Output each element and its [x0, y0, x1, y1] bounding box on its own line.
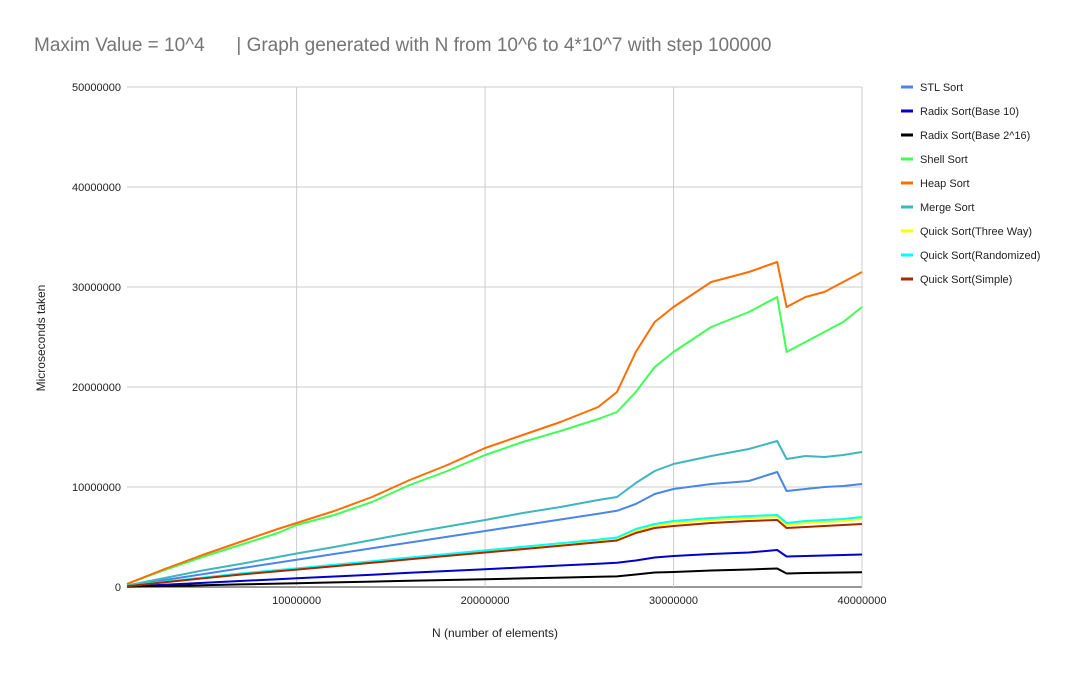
legend-label: Radix Sort(Base 10): [920, 106, 1019, 118]
legend-label: Quick Sort(Three Way): [920, 226, 1032, 238]
legend-label: Radix Sort(Base 2^16): [920, 130, 1030, 142]
y-axis-title: Microseconds taken: [34, 285, 48, 392]
axis-layer: 0 10000000 20000000 30000000 40000000 5000000…: [72, 82, 886, 607]
series-line-8: [126, 519, 863, 588]
series-line-2: [126, 567, 863, 588]
series-layer: [126, 261, 863, 588]
series-line-0: [126, 471, 863, 587]
x-tick-label: 30000000: [649, 595, 698, 607]
x-tick-label: 20000000: [461, 595, 510, 607]
y-tick-label: 50000000: [72, 82, 121, 94]
x-axis-title: N (number of elements): [432, 626, 558, 640]
grid-layer: [127, 86, 863, 588]
chart-title: Maxim Value = 10^4 | Graph generated wit…: [34, 35, 772, 56]
legend-label: Quick Sort(Randomized): [920, 250, 1040, 262]
x-tick-label: 40000000: [838, 595, 887, 607]
legend-label: Quick Sort(Simple): [920, 274, 1012, 286]
series-line-7: [126, 514, 863, 587]
y-tick-label: 20000000: [72, 382, 121, 394]
legend-label: Shell Sort: [920, 154, 968, 166]
series-line-5: [126, 440, 863, 587]
y-tick-label: 40000000: [72, 182, 121, 194]
legend-label: STL Sort: [920, 82, 963, 94]
series-line-3: [126, 296, 863, 585]
y-tick-label: 10000000: [72, 482, 121, 494]
x-tick-label: 10000000: [272, 595, 321, 607]
legend: STL Sort Radix Sort(Base 10) Radix Sort(Ba…: [901, 82, 1040, 286]
series-line-4: [126, 261, 863, 585]
y-tick-label: 30000000: [72, 282, 121, 294]
y-tick-label: 0: [115, 582, 121, 594]
series-line-1: [126, 549, 863, 588]
legend-label: Heap Sort: [920, 178, 970, 190]
legend-label: Merge Sort: [920, 202, 974, 214]
